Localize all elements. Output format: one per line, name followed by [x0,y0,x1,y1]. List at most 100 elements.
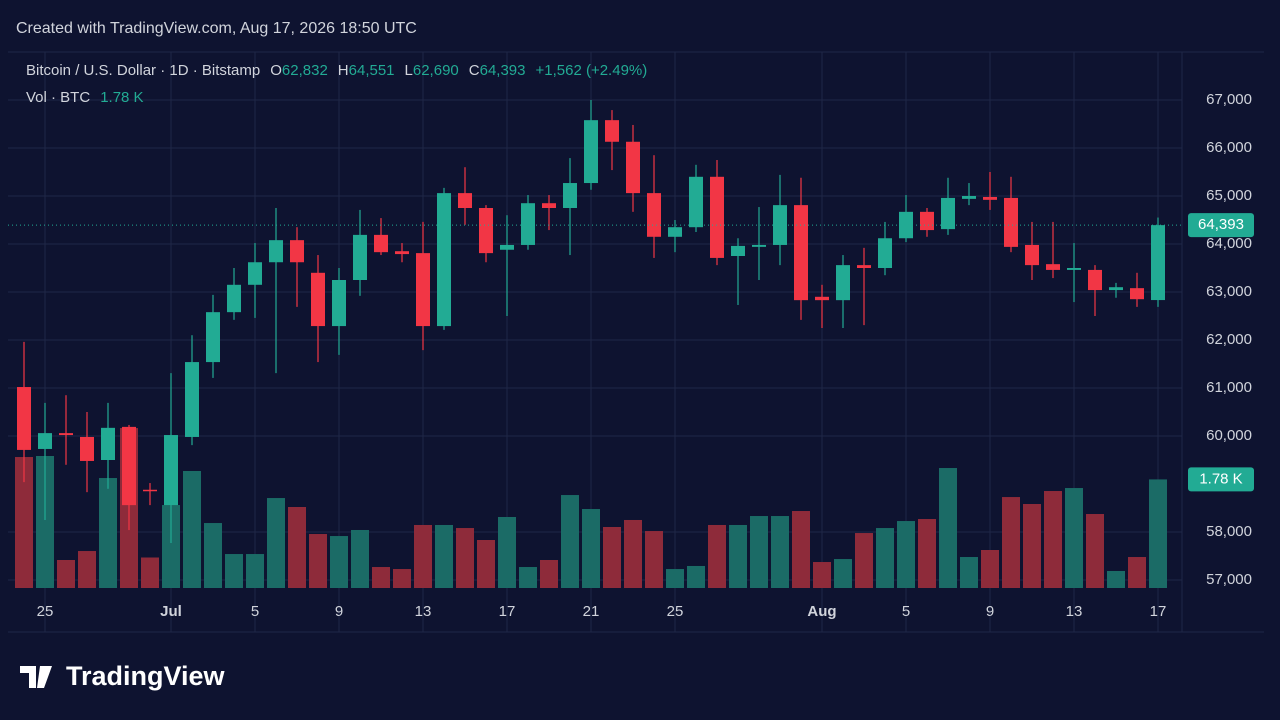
volume-bar [1002,497,1020,588]
legend-value: 64,393 [480,62,526,79]
candle-body [899,211,913,239]
volume-bar [498,516,516,588]
legend-key: C [469,62,480,79]
x-tick-label: 17 [499,603,516,620]
candle-body [1130,288,1144,300]
candle-body [1151,225,1165,301]
volume-bar [36,455,54,588]
x-tick-label: Aug [807,603,836,620]
volume-bar [141,557,159,588]
legend-key: O [270,62,282,79]
x-tick-label: 13 [1066,603,1083,620]
candle-body [689,176,703,228]
candle-body [374,234,388,253]
volume-bar [99,478,117,588]
candle-body [815,296,829,301]
volume-bar [1128,557,1146,588]
y-tick-label: 60,000 [1206,427,1252,444]
y-tick-label: 67,000 [1206,91,1252,108]
volume-bar [939,468,957,588]
candle-body [101,427,115,460]
labels: 57,000 58,000 60,000 61,000 62,000 63,000 64,0… [8,62,1254,620]
candle-body [605,120,619,142]
candle-body [1025,244,1039,266]
candle-body [878,238,892,268]
legend-change: +1,562 (+2.49%) [536,62,648,79]
x-tick-label: 21 [583,603,600,620]
candle-body [1109,287,1123,291]
volume-bar [771,516,789,588]
candle-body [710,176,724,258]
volume-bar [225,554,243,588]
volume-bar [582,509,600,588]
candle-body [437,193,451,327]
y-tick-label: 63,000 [1206,283,1252,300]
volume-bar [309,534,327,588]
volume-bar [855,533,873,588]
volume-bar [330,536,348,588]
volume-bar [15,457,33,588]
candle-body [416,253,430,327]
volume-bar [1107,570,1125,588]
candle-body [962,196,976,199]
y-tick-label: 61,000 [1206,379,1252,396]
volume-bar [1086,514,1104,588]
legend-key: H [338,62,349,79]
legend-title: Bitcoin / U.S. Dollar · 1D · Bitstamp [26,62,260,79]
volume-bar [1044,491,1062,588]
candle-body [542,203,556,208]
volume-badge [1188,467,1254,492]
volume-bar [603,527,621,588]
brand: TradingView [66,661,226,691]
volume-bar [435,524,453,588]
volume-bar [393,569,411,588]
candle-body [479,208,493,254]
candle-body [59,433,73,436]
candle-body [941,197,955,230]
candle-body [1004,197,1018,247]
price-badge-label: 64,393 [1198,216,1244,233]
volume-bar [981,549,999,588]
volume-bar [813,562,831,588]
volume-bar [1023,504,1041,588]
legend-value: 62,832 [282,62,328,79]
volume-bar [351,529,369,588]
volume-bar [540,560,558,588]
legend: Bitcoin / U.S. Dollar · 1D · Bitstamp O62… [26,62,647,79]
candle-body [500,244,514,250]
volume-bar [1149,479,1167,588]
volume-title: Vol · BTC [26,89,90,106]
candle-body [143,489,157,492]
volume-bar [414,524,432,588]
y-tick-label: 62,000 [1206,331,1252,348]
volume-bar [624,519,642,588]
logo: TradingView [20,661,226,691]
candle-body [185,362,199,437]
candle-body [731,245,745,256]
legend-key: L [405,62,413,79]
volume-bar [267,498,285,588]
candle-body [626,141,640,194]
candles [17,100,1165,544]
volume-bar [246,554,264,588]
candle-body [311,272,325,327]
volume-value: 1.78 K [100,89,143,106]
x-tick-label: 5 [251,603,259,620]
candle-body [1088,269,1102,291]
volume-bar [750,516,768,588]
x-tick-label: 9 [335,603,343,620]
x-tick-label: 25 [667,603,684,620]
volume-bar [960,557,978,588]
y-tick-label: 57,000 [1206,571,1252,588]
candle-body [353,234,367,280]
volume-bar [57,560,75,588]
candle-body [794,205,808,301]
candle-body [269,240,283,263]
volume-bar [897,521,915,588]
volume-bar [456,528,474,588]
volume-bar [918,519,936,588]
candle-body [647,193,661,237]
y-tick-label: 58,000 [1206,523,1252,540]
volume-bar [204,523,222,588]
volume-bar [834,559,852,588]
